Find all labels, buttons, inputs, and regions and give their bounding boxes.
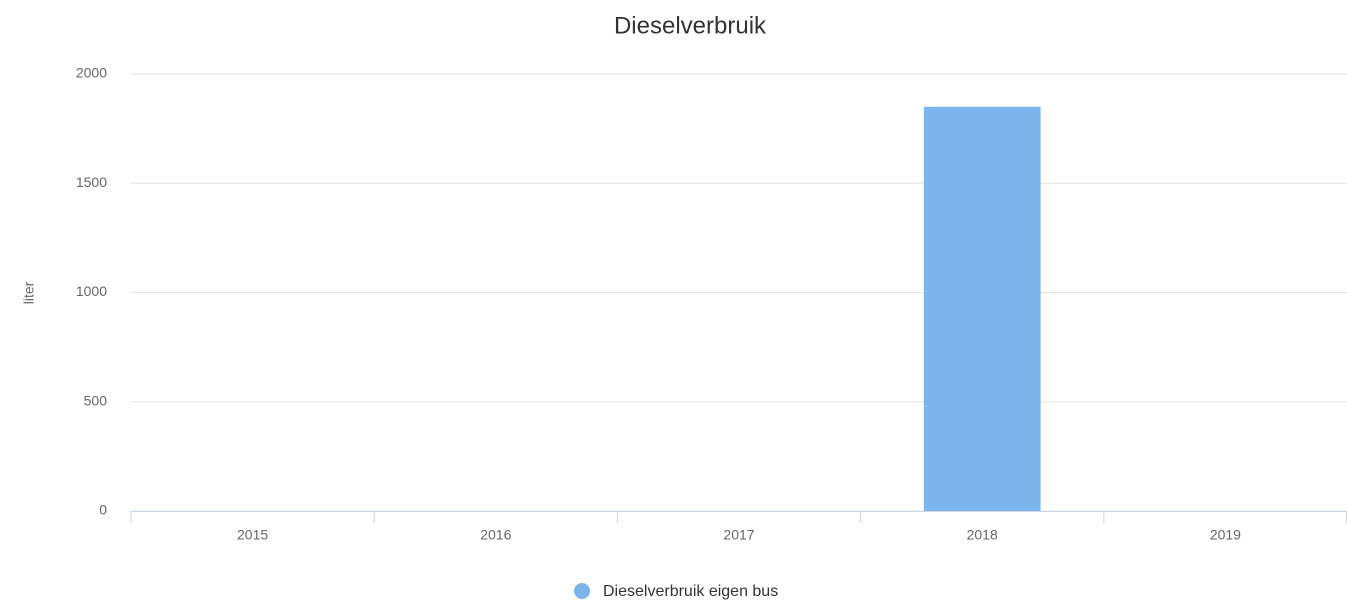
legend-marker	[574, 583, 590, 599]
bar	[923, 106, 1041, 512]
x-tick-label: 2017	[723, 527, 754, 543]
x-tick-label: 2019	[1210, 527, 1241, 543]
y-axis-label: liter	[21, 281, 37, 304]
legend-label: Dieselverbruik eigen bus	[603, 583, 778, 600]
y-tick-label: 1000	[76, 283, 107, 299]
y-tick-label: 1500	[76, 174, 107, 190]
y-tick-label: 500	[84, 392, 108, 408]
x-tick-label: 2015	[237, 527, 268, 543]
y-tick-label: 0	[99, 502, 107, 518]
x-tick-label: 2016	[480, 527, 511, 543]
x-tick-label: 2018	[967, 527, 998, 543]
chart-title: Dieselverbruik	[614, 12, 767, 39]
y-tick-label: 2000	[76, 65, 107, 81]
